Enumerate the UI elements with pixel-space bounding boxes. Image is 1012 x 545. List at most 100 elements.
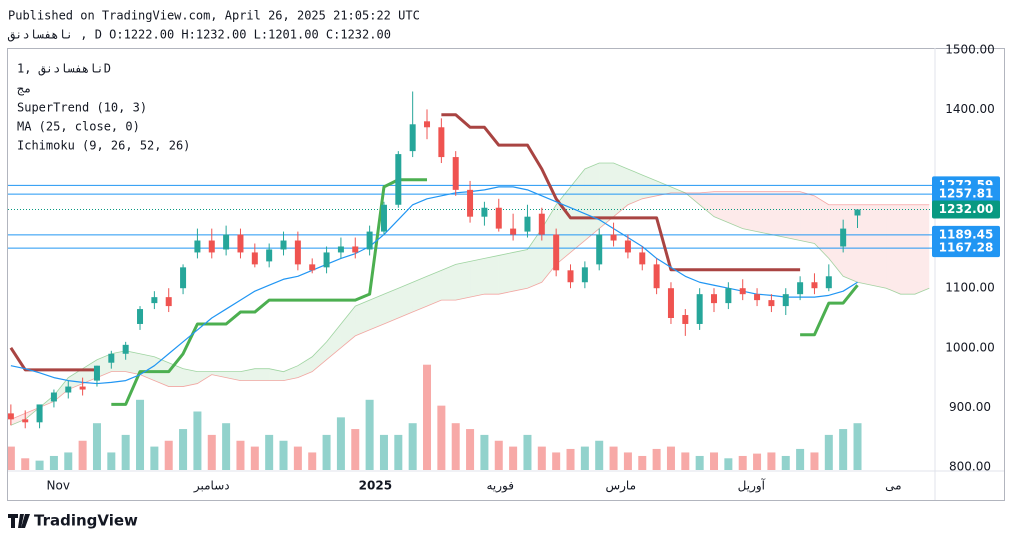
candle-body bbox=[510, 228, 517, 235]
volume-bar bbox=[781, 455, 790, 470]
cloud-fill bbox=[699, 191, 715, 217]
volume-bar bbox=[336, 417, 345, 470]
candle-body bbox=[639, 252, 646, 265]
cloud-fill bbox=[814, 195, 829, 259]
volume-bar bbox=[509, 446, 518, 470]
cloud-span-a bbox=[10, 162, 930, 426]
candle-body bbox=[438, 127, 445, 158]
volume-bar bbox=[796, 448, 805, 470]
y-tick-label: 1100.00 bbox=[945, 281, 995, 295]
candle-body bbox=[251, 252, 258, 265]
candle-body bbox=[481, 207, 488, 217]
candle-body bbox=[294, 240, 301, 265]
volume-bar bbox=[365, 399, 374, 470]
logo: TradingView bbox=[8, 512, 138, 530]
candle-body bbox=[409, 124, 416, 152]
candle-body bbox=[395, 154, 402, 205]
cloud-fill bbox=[197, 371, 212, 384]
y-tick-label: 900.00 bbox=[949, 400, 991, 414]
volume-bar bbox=[695, 455, 704, 470]
candle-body bbox=[840, 228, 847, 247]
candle-body bbox=[36, 404, 43, 423]
candle-body bbox=[8, 413, 14, 420]
cloud-fill bbox=[68, 368, 83, 390]
candle-body bbox=[624, 240, 631, 253]
cloud-fill bbox=[383, 288, 399, 324]
candle-body bbox=[495, 207, 502, 229]
candle-body bbox=[352, 246, 359, 253]
candle-body bbox=[151, 297, 158, 304]
price-label: 1189.45 bbox=[939, 227, 994, 241]
supertrend-line bbox=[111, 178, 859, 406]
cloud-fill bbox=[843, 204, 858, 283]
candle-body bbox=[165, 297, 172, 307]
cloud-fill bbox=[455, 261, 471, 301]
cloud-fill bbox=[714, 191, 729, 223]
logo-text: TradingView bbox=[34, 512, 138, 530]
cloud-fill bbox=[642, 174, 657, 199]
volume-bar bbox=[293, 446, 302, 470]
volume-bar bbox=[810, 452, 819, 470]
volume-bar bbox=[21, 458, 30, 470]
legend: ناهفسادنق ,1D مج SuperTrend (10, 3) MA (… bbox=[17, 62, 190, 153]
volume-bar bbox=[179, 429, 188, 470]
cloud-fill bbox=[498, 252, 514, 295]
price-label-box bbox=[932, 200, 1000, 219]
candle-body bbox=[553, 234, 560, 271]
volume-bar bbox=[566, 448, 575, 470]
volume-bar bbox=[652, 448, 661, 470]
candle-body bbox=[208, 240, 215, 253]
candle-body bbox=[524, 216, 531, 232]
y-tick-label: 1500.00 bbox=[945, 42, 995, 56]
x-tick-label: فوریه bbox=[486, 479, 514, 494]
cloud-fill bbox=[513, 249, 528, 292]
candle-body bbox=[22, 419, 29, 423]
candle-body bbox=[122, 344, 129, 354]
volume-bar bbox=[839, 429, 848, 470]
legend-item: Ichimoku (9, 26, 52, 26) bbox=[17, 139, 190, 153]
candle-body bbox=[567, 270, 574, 283]
candle-body bbox=[653, 264, 660, 289]
candle-body bbox=[854, 209, 861, 216]
cloud-fill bbox=[211, 371, 227, 378]
volume-bar bbox=[164, 440, 173, 470]
ma-line bbox=[10, 186, 858, 385]
volume-bar bbox=[710, 452, 719, 470]
volume-bar bbox=[250, 446, 259, 470]
cloud-fill bbox=[584, 163, 600, 241]
volume-bar bbox=[580, 446, 589, 470]
cloud-fill bbox=[412, 276, 428, 313]
cloud-fill bbox=[742, 191, 758, 232]
cloud-fill bbox=[240, 368, 255, 381]
candle-body bbox=[93, 365, 100, 381]
candle-body bbox=[309, 264, 316, 271]
candle-body bbox=[725, 288, 732, 304]
volume-bar bbox=[437, 405, 446, 470]
candle-body bbox=[667, 288, 674, 319]
volume-bar bbox=[35, 460, 44, 470]
volume-bar bbox=[207, 434, 216, 470]
x-tick-label: 2025 bbox=[359, 479, 392, 493]
candle-body bbox=[711, 294, 718, 304]
cloud-fill bbox=[125, 350, 141, 375]
cloud-fill bbox=[168, 362, 184, 387]
cloud-fill bbox=[914, 204, 930, 295]
candle-body bbox=[467, 189, 474, 217]
cloud-fill bbox=[140, 353, 155, 381]
volume-bar bbox=[394, 434, 403, 470]
candle-body bbox=[323, 252, 330, 268]
cloud-fill bbox=[111, 350, 126, 372]
volume-bar bbox=[92, 423, 101, 470]
volume-bar bbox=[64, 452, 73, 470]
cloud-fill bbox=[484, 255, 499, 295]
candle-body bbox=[682, 315, 689, 324]
candle-body bbox=[538, 213, 545, 235]
x-tick-label: Nov bbox=[47, 479, 70, 493]
volume-bar bbox=[265, 434, 274, 470]
cloud-fill bbox=[355, 300, 370, 336]
cloud-fill bbox=[183, 368, 198, 387]
volume-bar bbox=[494, 440, 503, 470]
candle-body bbox=[610, 234, 617, 241]
volume-bar bbox=[351, 429, 360, 470]
